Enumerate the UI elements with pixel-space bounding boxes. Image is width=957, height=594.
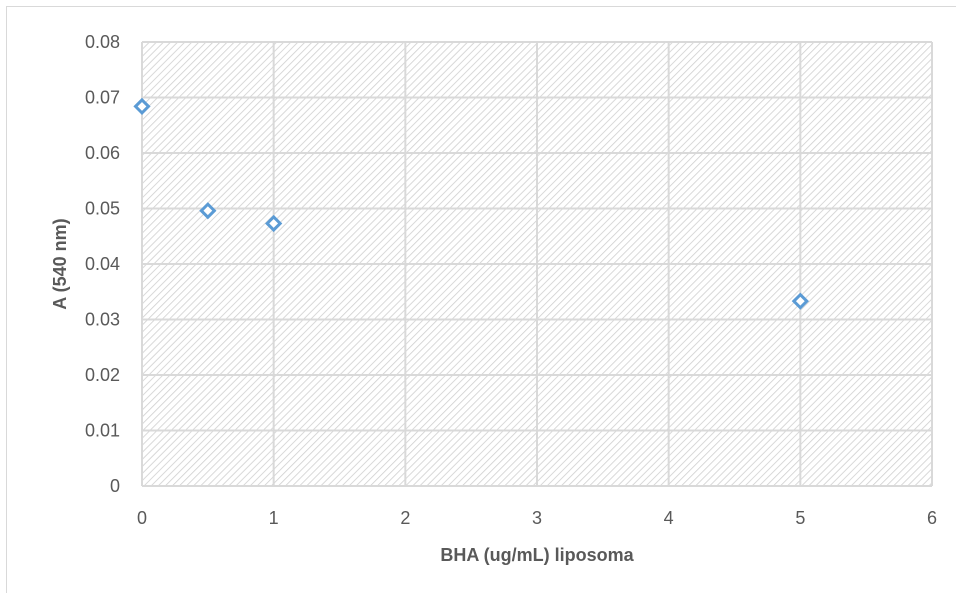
y-tick-label: 0.04	[85, 254, 120, 274]
y-tick-label: 0.03	[85, 310, 120, 330]
x-axis-ticks: 0 1 2 3 4 5 6	[137, 508, 937, 528]
y-axis-ticks: 0 0.01 0.02 0.03 0.04 0.05 0.06 0.07 0.08	[85, 32, 120, 496]
x-tick-label: 1	[269, 508, 279, 528]
x-tick-label: 2	[400, 508, 410, 528]
x-tick-label: 5	[795, 508, 805, 528]
x-tick-label: 6	[927, 508, 937, 528]
data-point-marker	[133, 97, 151, 116]
gridlines	[141, 41, 933, 487]
x-tick-label: 0	[137, 508, 147, 528]
y-axis-title: A (540 nm)	[50, 218, 70, 309]
y-tick-label: 0.01	[85, 421, 120, 441]
y-tick-label: 0.07	[85, 88, 120, 108]
data-point-marker	[265, 214, 283, 233]
x-tick-label: 3	[532, 508, 542, 528]
y-tick-label: 0.06	[85, 143, 120, 163]
y-tick-label: 0.08	[85, 32, 120, 52]
y-tick-label: 0.05	[85, 199, 120, 219]
y-tick-label: 0	[110, 476, 120, 496]
data-point-marker	[199, 202, 217, 220]
data-point-marker	[791, 292, 809, 310]
x-tick-label: 4	[664, 508, 674, 528]
x-axis-title: BHA (ug/mL) liposoma	[440, 545, 634, 565]
y-tick-label: 0.02	[85, 365, 120, 385]
data-points	[133, 97, 809, 310]
